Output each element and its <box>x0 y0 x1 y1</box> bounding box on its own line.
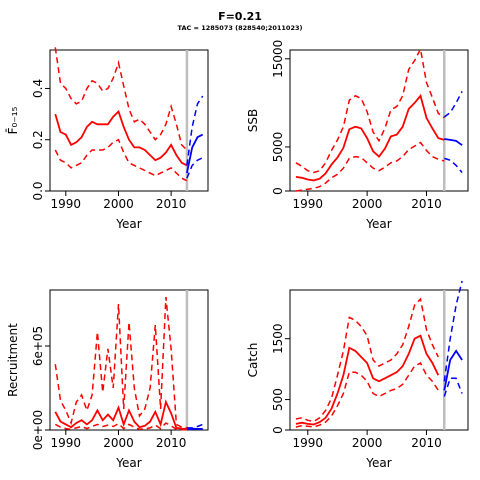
catch-projection-lower-line <box>443 377 463 397</box>
fbar-x-tick-label: 1990 <box>51 197 82 211</box>
recruitment-historic-upper-line <box>54 296 188 429</box>
ssb-plot-frame <box>289 49 469 192</box>
recruitment-plot-frame <box>49 289 209 431</box>
recruitment-historic-median-line <box>54 399 187 430</box>
ssb-y-axis-label: SSB <box>246 109 260 132</box>
figure-title: F=0.21 <box>218 10 262 23</box>
catch-y-tick-label: 500 <box>271 388 285 411</box>
catch-x-tick-label: 1990 <box>293 436 324 450</box>
fbar-y-axis-label: F̄₀₋₁₅ <box>6 106 20 134</box>
recruitment-x-tick-label: 2000 <box>103 436 134 450</box>
catch-x-tick-label: 2000 <box>352 436 383 450</box>
recruitment-historic-lower-line <box>54 422 187 431</box>
fbar-y-tick-label: 0.2 <box>31 130 45 149</box>
catch-panel: 1990 2000 2010 0 500 1500 Year Catch <box>246 280 469 470</box>
ssb-y-tick-label: 15000 <box>271 40 285 78</box>
ssb-x-tick-label: 1990 <box>293 197 324 211</box>
ssb-x-tick-label: 2010 <box>411 197 442 211</box>
recruitment-projection-upper-line <box>186 423 203 429</box>
catch-plot-frame <box>289 289 469 431</box>
catch-x-tick-label: 2010 <box>411 436 442 450</box>
ssb-x-axis-label: Year <box>365 217 391 231</box>
fbar-historic-upper-line <box>54 47 188 151</box>
fbar-projection-lower-line <box>186 157 204 179</box>
fbar-panel: 1990 2000 2010 0.0 0.2 0.4 Year F̄₀₋₁₅ <box>6 47 209 231</box>
fbar-historic-median-line <box>54 109 188 167</box>
ssb-projection-median-line <box>444 138 463 146</box>
ssb-panel: 1990 2000 2010 0 5000 15000 Year SSB <box>246 40 469 231</box>
recruitment-x-tick-label: 2010 <box>156 436 187 450</box>
recruitment-x-tick-label: 1990 <box>51 436 82 450</box>
recruitment-y-tick-label: 0e+00 <box>31 410 45 450</box>
catch-historic-median-line <box>295 334 440 426</box>
catch-y-tick-label: 1500 <box>271 323 285 354</box>
catch-y-tick-label: 0 <box>271 426 285 434</box>
fbar-y-tick-label: 0.0 <box>31 181 45 200</box>
catch-projection-median-line <box>443 349 463 391</box>
recruitment-y-tick-label: 6e+05 <box>31 326 45 366</box>
fbar-projection-upper-line <box>186 95 204 166</box>
catch-y-axis-label: Catch <box>246 343 260 378</box>
recruitment-x-axis-label: Year <box>115 456 141 470</box>
ssb-historic-median-line <box>295 93 445 182</box>
ssb-projection-upper-line <box>443 91 463 118</box>
recruitment-panel: 1990 2000 2010 0e+00 6e+05 Year Recruitment <box>6 289 209 470</box>
figure-subtitle: TAC = 1285073 (828540;2011023) <box>178 24 303 32</box>
ssb-historic-lower-line <box>295 141 445 192</box>
ssb-x-tick-label: 2000 <box>352 197 383 211</box>
fbar-projection-median-line <box>186 133 204 174</box>
fbar-x-tick-label: 2010 <box>156 197 187 211</box>
fbar-historic-lower-line <box>54 138 188 182</box>
ssb-projection-lower-line <box>444 157 463 173</box>
catch-historic-upper-line <box>295 297 439 423</box>
ssb-y-tick-label: 0 <box>271 187 285 195</box>
fbar-x-tick-label: 2000 <box>103 197 134 211</box>
catch-historic-lower-line <box>295 361 439 428</box>
catch-projection-upper-line <box>443 280 463 382</box>
catch-x-axis-label: Year <box>365 456 391 470</box>
recruitment-y-axis-label: Recruitment <box>6 323 20 397</box>
fbar-y-tick-label: 0.4 <box>31 79 45 98</box>
fbar-plot-frame <box>49 49 209 192</box>
fbar-x-axis-label: Year <box>115 217 141 231</box>
ssb-y-tick-label: 5000 <box>271 132 285 163</box>
ssb-historic-upper-line <box>295 46 445 174</box>
